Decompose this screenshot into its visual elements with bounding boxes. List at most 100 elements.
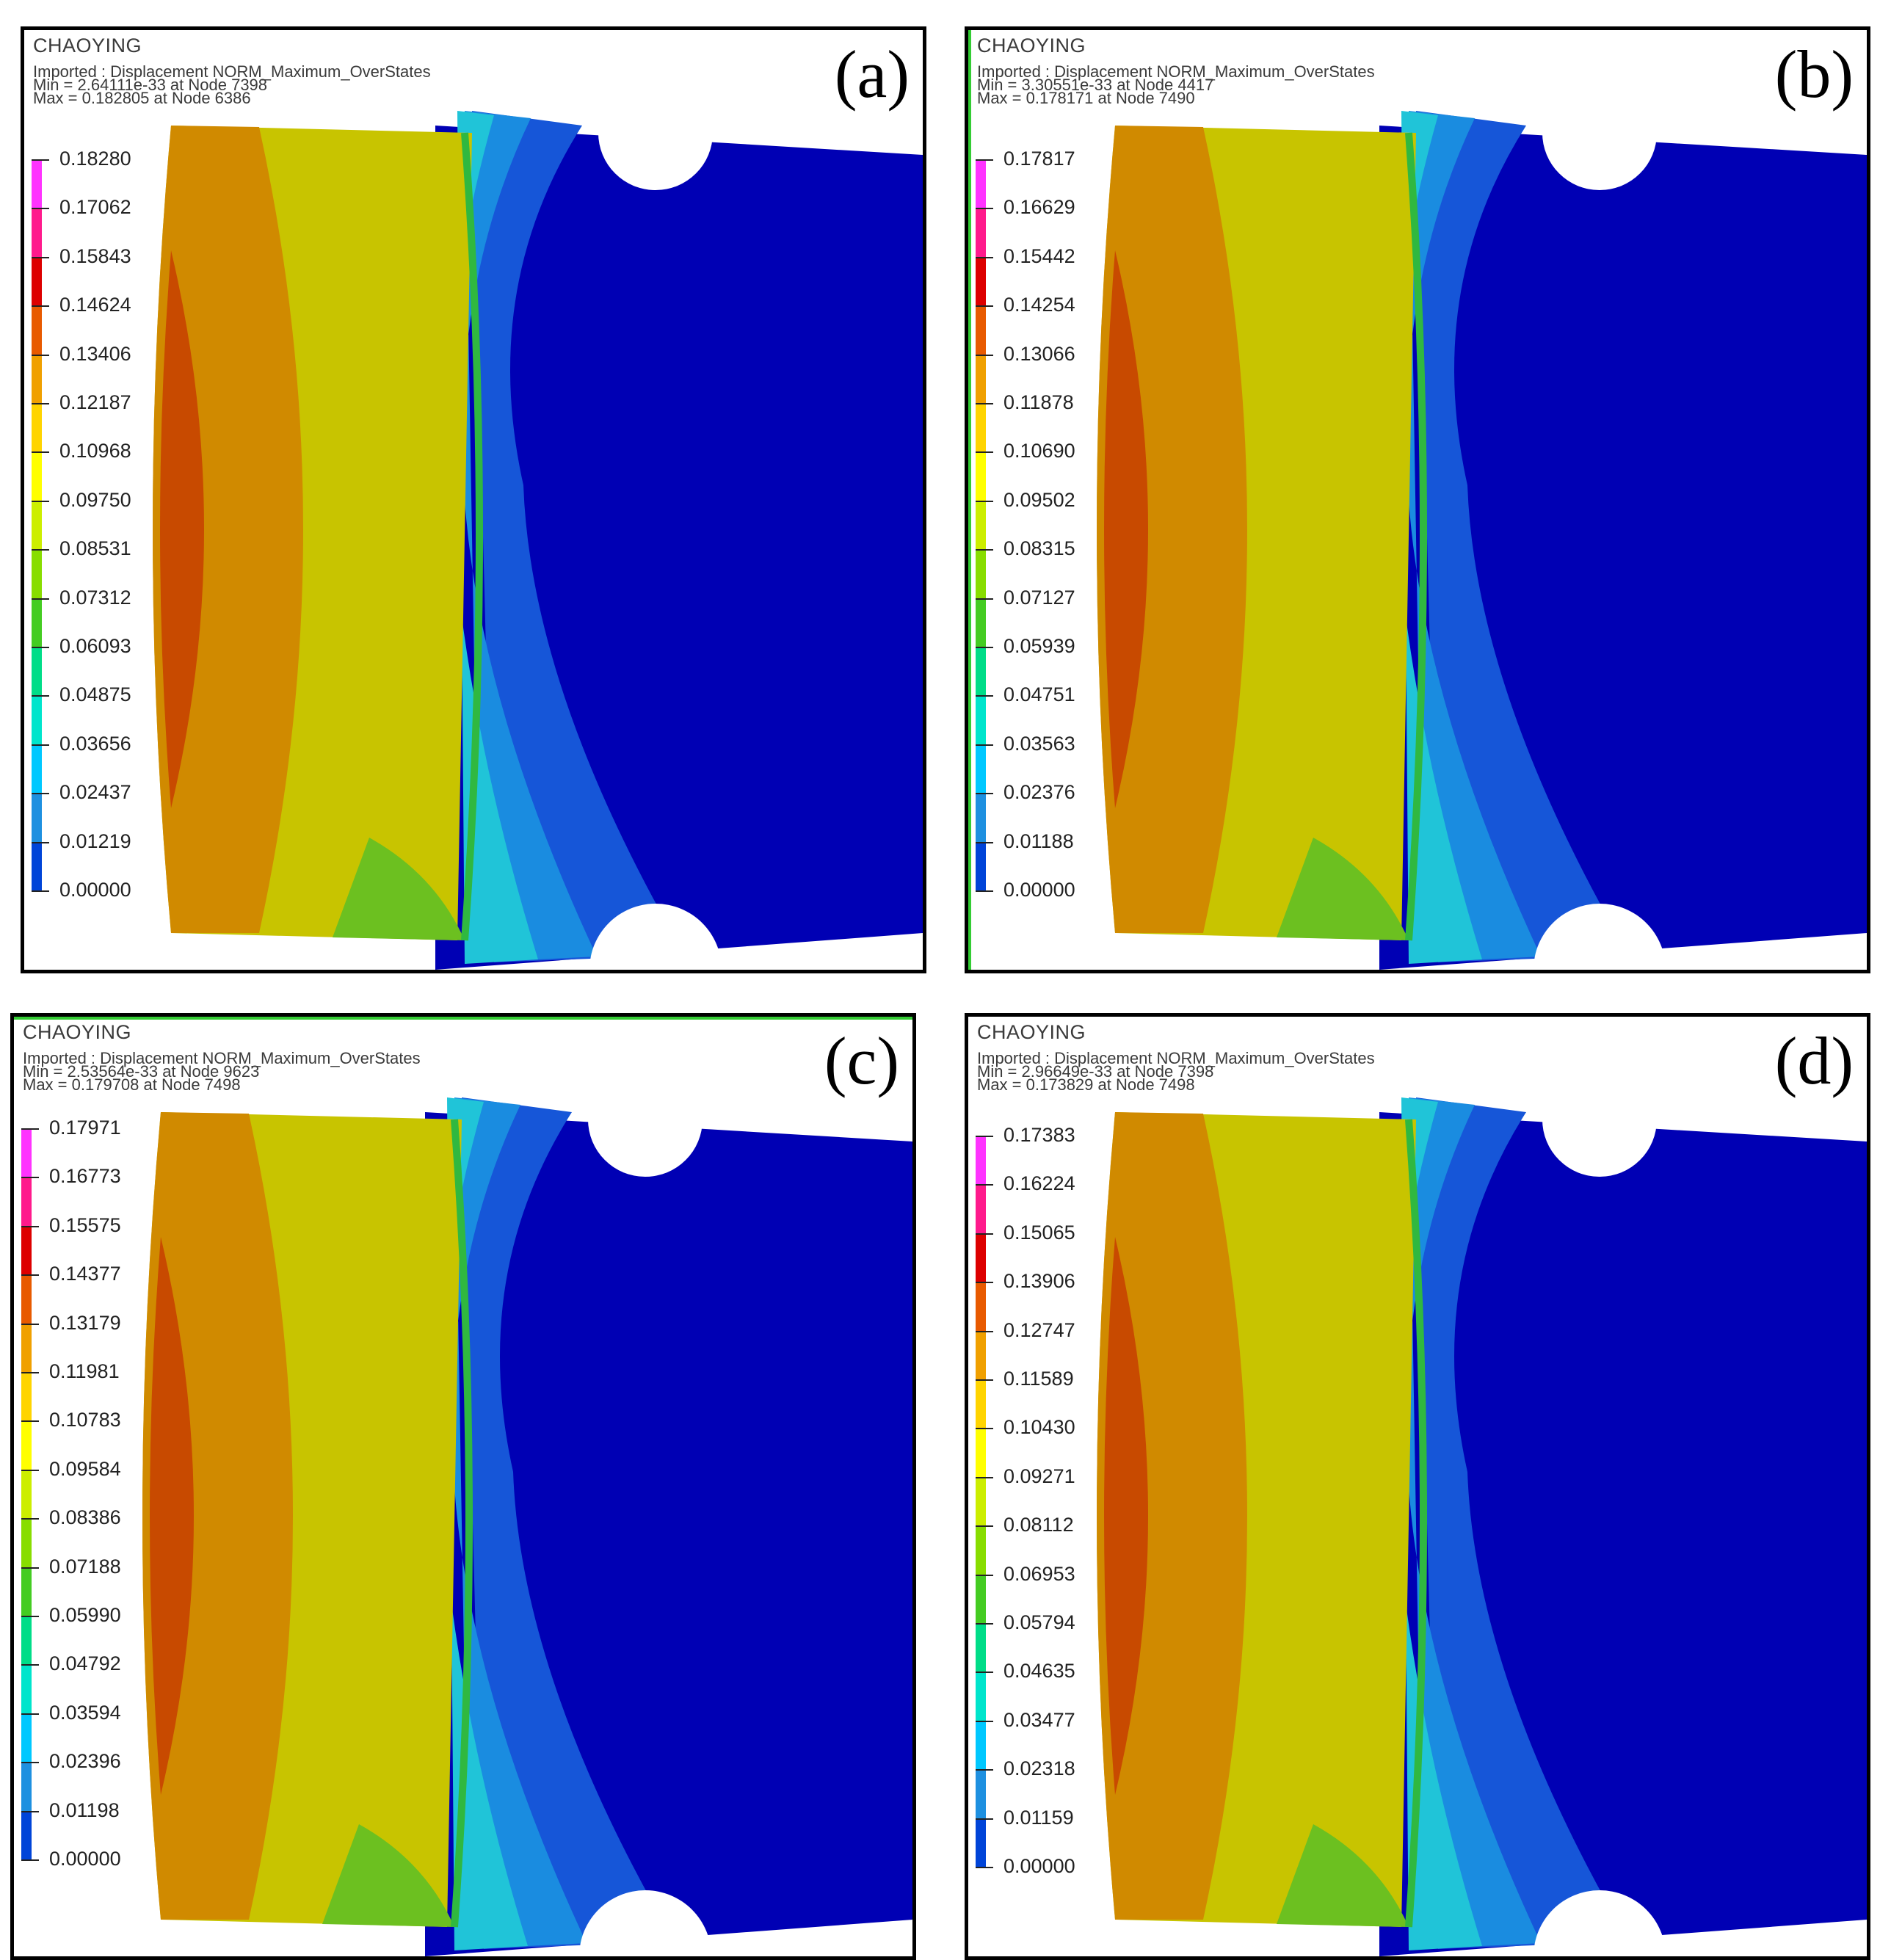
legend-swatch [976, 1623, 986, 1673]
legend-tick [21, 1420, 39, 1423]
bolt-hole-top [1542, 76, 1657, 190]
legend-swatch [976, 793, 986, 843]
legend-value: 0.15442 [1003, 244, 1075, 267]
legend-swatch [976, 451, 986, 501]
zone-green [1277, 838, 1409, 940]
legend-swatch [21, 1225, 32, 1276]
legend-swatch [976, 841, 986, 891]
panel-a: CHAOYING Imported : Displacement NORM_Ma… [21, 26, 926, 973]
min-value: Min = 2.53564e-33 at Node 9623 [23, 1062, 260, 1081]
legend-tick [976, 1136, 993, 1137]
legend-tick [976, 1233, 993, 1235]
result-info: Imported : Displacement NORM_Maximum_Ove… [977, 64, 1375, 107]
result-title: Imported : Displacement NORM_Maximum_Ove… [33, 62, 431, 81]
legend-swatch [976, 1574, 986, 1624]
legend-tick [976, 1476, 993, 1478]
legend-value: 0.16224 [1003, 1172, 1075, 1195]
legend-value: 0.06953 [1003, 1562, 1075, 1585]
legend-value: 0.04792 [49, 1652, 121, 1675]
legend-swatch [32, 403, 42, 453]
legend-swatch [21, 1420, 32, 1470]
zone-green [1277, 1824, 1409, 1927]
legend-value: 0.00000 [1003, 1855, 1075, 1877]
legend-tick [976, 1672, 993, 1674]
legend-value: 0.04751 [1003, 683, 1075, 706]
legend-tick [976, 1282, 993, 1284]
result-info: Imported : Displacement NORM_Maximum_Ove… [977, 1050, 1375, 1094]
legend-swatch [976, 354, 986, 404]
legend-value: 0.14254 [1003, 294, 1075, 316]
legend-tick [21, 1323, 39, 1325]
legend-value: 0.04875 [59, 683, 131, 706]
brand-label: CHAOYING [33, 35, 142, 57]
legend-swatch [976, 159, 986, 209]
band-cyan [1391, 1097, 1482, 1950]
legend-swatch [976, 1233, 986, 1283]
legend-tick [976, 1720, 993, 1722]
max-value: Max = 0.179708 at Node 7498 [23, 1075, 241, 1094]
legend-swatch [21, 1713, 32, 1763]
panel-label: (b) [1774, 37, 1854, 112]
legend-value: 0.13906 [1003, 1270, 1075, 1293]
legend-value: 0.06093 [59, 635, 131, 657]
legend-tick [976, 500, 993, 502]
legend-tick [976, 890, 993, 892]
legend-value: 0.01159 [1003, 1806, 1074, 1829]
legend-value: 0.09750 [59, 488, 131, 511]
legend-tick [21, 1859, 39, 1861]
bolt-hole-bottom [589, 904, 722, 970]
max-value: Max = 0.178171 at Node 7490 [977, 89, 1195, 107]
legend-swatch [976, 1525, 986, 1575]
contour-field [142, 1062, 912, 1956]
legend-value: 0.12187 [59, 391, 131, 413]
legend-swatch [21, 1372, 32, 1422]
legend-value: 0.03656 [59, 732, 131, 755]
legend-tick [32, 647, 49, 648]
legend-swatch [976, 403, 986, 453]
legend-tick [32, 354, 49, 356]
zone-red [1104, 250, 1148, 808]
panel-label: (d) [1774, 1023, 1854, 1098]
legend-tick [976, 647, 993, 648]
legend-value: 0.08112 [1003, 1514, 1074, 1536]
legend-swatch [32, 208, 42, 258]
legend-tick [21, 1177, 39, 1179]
accent-line [968, 30, 971, 970]
result-info: Imported : Displacement NORM_Maximum_Ove… [23, 1050, 421, 1094]
legend-swatch [32, 793, 42, 843]
legend-swatch [976, 1136, 986, 1186]
legend-swatch [32, 598, 42, 647]
legend-value: 0.09271 [1003, 1464, 1075, 1487]
legend-tick [976, 208, 993, 210]
legend-swatch [21, 1810, 32, 1860]
legend-tick [21, 1372, 39, 1373]
legend-tick [976, 1525, 993, 1528]
min-value: Min = 2.96649e-33 at Node 7398 [977, 1062, 1214, 1081]
legend-value: 0.13066 [1003, 342, 1075, 365]
legend-tick [32, 256, 49, 258]
max-value: Max = 0.173829 at Node 7498 [977, 1075, 1195, 1094]
legend-tick [32, 695, 49, 697]
legend-tick [976, 1818, 993, 1820]
legend-value: 0.00000 [1003, 879, 1075, 901]
seam-line [461, 132, 483, 941]
legend-swatch [976, 1282, 986, 1332]
min-value: Min = 3.30551e-33 at Node 4417 [977, 76, 1214, 94]
legend-swatch [21, 1469, 32, 1520]
accent-line [14, 1017, 912, 1020]
legend-swatch [21, 1567, 32, 1616]
legend-swatch [32, 695, 42, 745]
legend-tick [21, 1274, 39, 1277]
legend-value: 0.16773 [49, 1165, 121, 1188]
legend-swatch [976, 1476, 986, 1527]
legend-swatch [32, 305, 42, 355]
legend-tick [21, 1518, 39, 1520]
legend-value: 0.17383 [1003, 1124, 1075, 1146]
legend-swatch [32, 744, 42, 794]
legend-swatch [32, 354, 42, 404]
zone-red [1104, 1237, 1148, 1795]
legend-value: 0.05794 [1003, 1611, 1075, 1633]
bolt-hole-top [1542, 1062, 1657, 1177]
seam-line [1405, 1119, 1427, 1928]
legend-swatch [21, 1128, 32, 1178]
